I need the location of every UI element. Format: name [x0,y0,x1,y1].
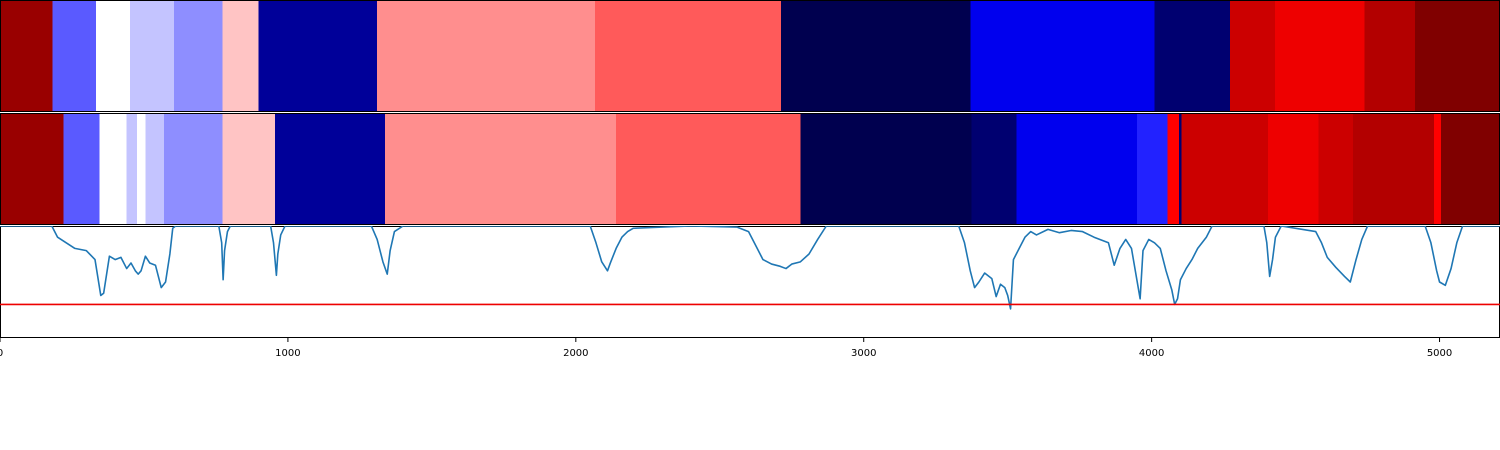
heatmap-segment-row2-3 [99,113,127,225]
heatmap-segment-row2-23 [1440,113,1500,225]
heatmap-segment-row2-12 [800,113,972,225]
heatmap-segment-row2-22 [1433,113,1441,225]
heatmap-segment-row1-7 [258,0,378,112]
heatmap-segment-row2-1 [0,113,64,225]
x-tick-label-2: 1000 [275,348,300,359]
heatmap-segment-row1-15 [1364,0,1415,112]
line-series [0,226,1500,310]
heatmap-segment-row1-8 [377,0,596,112]
heatmap-segment-row2-13 [971,113,1017,225]
x-tick-label-4: 3000 [851,348,876,359]
heatmap-segment-row2-6 [145,113,165,225]
heatmap-segment-row2-9 [274,113,385,225]
heatmap-segment-row2-5 [136,113,146,225]
line-panel-frame [0,226,1500,338]
heatmap-segment-row1-10 [781,0,971,112]
heatmap-segment-row1-9 [595,0,782,112]
x-axis: 0 1000 2000 3000 4000 5000 [0,338,1452,359]
heatmap-segment-row1-1 [0,0,53,112]
heatmap-segment-row2-8 [222,113,275,225]
heatmap-segment-row2-2 [63,113,100,225]
heatmap-segment-row1-13 [1230,0,1275,112]
heatmap-segment-row2-19 [1268,113,1319,225]
heatmap-segment-row1-5 [174,0,223,112]
heatmap-segment-row1-4 [130,0,175,112]
heatmap-segment-row2-11 [616,113,801,225]
heatmap-segment-row2-18 [1181,113,1269,225]
line-panel [0,226,1500,338]
x-tick-label-5: 4000 [1139,348,1164,359]
x-tick-label-1: 0 [0,348,3,359]
x-tick-label-6: 5000 [1427,348,1452,359]
heatmap-segment-row2-15 [1137,113,1168,225]
heatmap-segment-row1-16 [1414,0,1500,112]
heatmap-segment-row2-16 [1167,113,1179,225]
heatmap-segment-row1-6 [222,0,259,112]
heatmap-rows [0,0,1500,225]
heatmap-segment-row2-14 [1016,113,1138,225]
heatmap-segment-row1-2 [52,0,97,112]
heatmap-segment-row1-11 [970,0,1155,112]
heatmap-segment-row2-10 [384,113,617,225]
heatmap-segment-row1-3 [96,0,131,112]
heatmap-segment-row1-14 [1274,0,1365,112]
heatmap-segment-row2-17 [1178,113,1182,225]
x-tick-label-3: 2000 [563,348,588,359]
heatmap-segment-row2-7 [164,113,223,225]
heatmap-segment-row2-4 [126,113,137,225]
heatmap-segment-row2-20 [1318,113,1354,225]
heatmap-segment-row1-12 [1154,0,1231,112]
heatmap-segment-row2-21 [1353,113,1434,225]
